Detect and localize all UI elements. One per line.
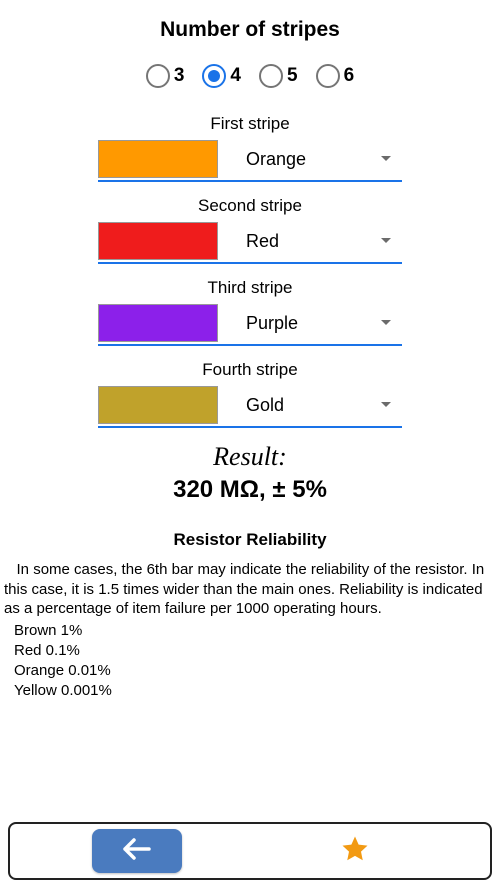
stripe-section-1: First stripe Orange bbox=[98, 114, 402, 182]
reliability-row: Orange 0.01% bbox=[4, 661, 496, 681]
radio-icon bbox=[202, 64, 226, 88]
chevron-down-icon bbox=[380, 237, 392, 245]
color-swatch bbox=[98, 304, 218, 342]
reliability-row: Yellow 0.001% bbox=[4, 681, 496, 701]
stripe-color-dropdown-1[interactable]: Orange bbox=[218, 138, 402, 180]
chevron-down-icon bbox=[380, 155, 392, 163]
stripe-section-4: Fourth stripe Gold bbox=[98, 360, 402, 428]
stripe-label: Second stripe bbox=[98, 196, 402, 216]
reliability-list: Brown 1% Red 0.1% Orange 0.01% Yellow 0.… bbox=[0, 621, 500, 702]
arrow-left-icon bbox=[122, 837, 152, 866]
dropdown-value: Orange bbox=[246, 149, 380, 170]
radio-icon bbox=[146, 64, 170, 88]
stripe-label: First stripe bbox=[98, 114, 402, 134]
stripe-label: Third stripe bbox=[98, 278, 402, 298]
stripe-label: Fourth stripe bbox=[98, 360, 402, 380]
chevron-down-icon bbox=[380, 401, 392, 409]
star-icon bbox=[340, 834, 370, 869]
stripe-color-dropdown-2[interactable]: Red bbox=[218, 220, 402, 262]
radio-option-3[interactable]: 3 bbox=[146, 64, 185, 88]
color-swatch bbox=[98, 386, 218, 424]
radio-label: 5 bbox=[287, 65, 298, 87]
radio-option-5[interactable]: 5 bbox=[259, 64, 298, 88]
radio-option-4[interactable]: 4 bbox=[202, 64, 241, 88]
radio-label: 4 bbox=[230, 65, 241, 87]
radio-label: 3 bbox=[174, 65, 185, 87]
result-value: 320 MΩ, ± 5% bbox=[0, 476, 500, 504]
page-title: Number of stripes bbox=[0, 18, 500, 42]
dropdown-value: Red bbox=[246, 231, 380, 252]
reliability-row: Red 0.1% bbox=[4, 641, 496, 661]
chevron-down-icon bbox=[380, 319, 392, 327]
result-label: Result: bbox=[0, 442, 500, 472]
reliability-text: In some cases, the 6th bar may indicate … bbox=[0, 560, 500, 619]
radio-option-6[interactable]: 6 bbox=[316, 64, 355, 88]
color-swatch bbox=[98, 140, 218, 178]
radio-icon bbox=[316, 64, 340, 88]
dropdown-value: Purple bbox=[246, 313, 380, 334]
stripe-section-3: Third stripe Purple bbox=[98, 278, 402, 346]
stripe-color-dropdown-3[interactable]: Purple bbox=[218, 302, 402, 344]
stripe-color-dropdown-4[interactable]: Gold bbox=[218, 384, 402, 426]
favorite-button[interactable] bbox=[340, 834, 370, 869]
color-swatch bbox=[98, 222, 218, 260]
back-button[interactable] bbox=[92, 829, 182, 873]
radio-label: 6 bbox=[344, 65, 355, 87]
stripe-section-2: Second stripe Red bbox=[98, 196, 402, 264]
reliability-title: Resistor Reliability bbox=[0, 530, 500, 550]
bottom-bar bbox=[8, 822, 492, 880]
radio-icon bbox=[259, 64, 283, 88]
reliability-row: Brown 1% bbox=[4, 621, 496, 641]
dropdown-value: Gold bbox=[246, 395, 380, 416]
stripe-count-radio-group: 3 4 5 6 bbox=[0, 64, 500, 88]
